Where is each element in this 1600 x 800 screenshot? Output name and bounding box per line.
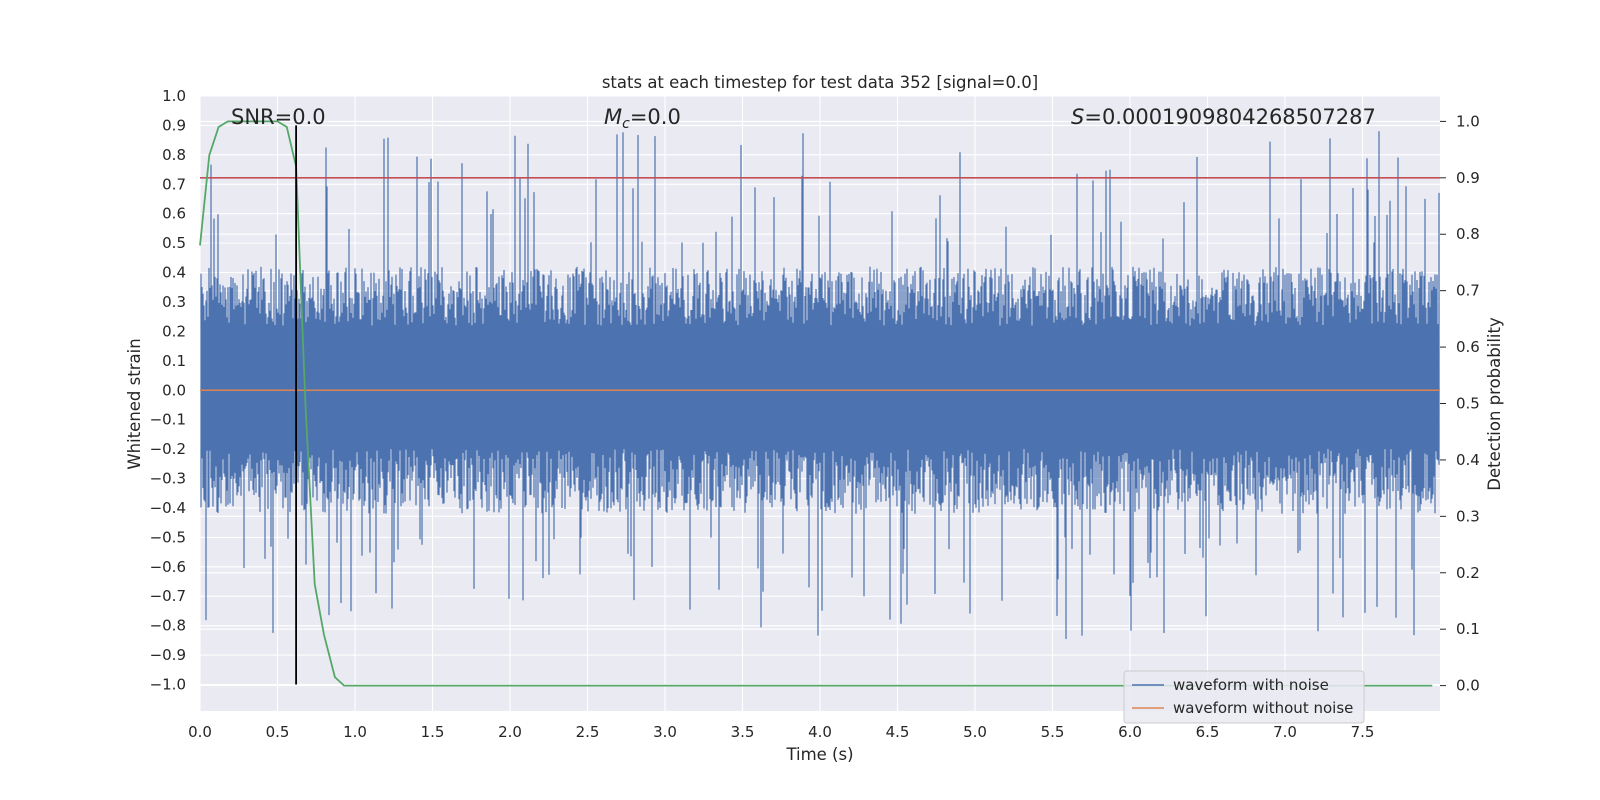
chirp-mass-symbol: M [604, 105, 622, 129]
x-tick-label: 1.0 [343, 723, 367, 741]
x-tick-label: 5.0 [963, 723, 987, 741]
detection-probability-line [199, 120, 1433, 687]
score-symbol: S [1071, 105, 1084, 129]
x-tick-label: 0.0 [188, 723, 212, 741]
y-tick-label-left: 0.1 [162, 352, 186, 370]
y-tick-label-right: 0.0 [1456, 677, 1480, 695]
y-tick-label-right: 1.0 [1456, 112, 1480, 130]
chirp-mass-value: =0.0 [630, 105, 681, 129]
chirp-mass-annotation: Mc=0.0 [604, 105, 681, 132]
x-tick-label: 1.5 [421, 723, 445, 741]
y-tick-label-right: 0.7 [1456, 282, 1480, 300]
y-tick-label-right: 0.4 [1456, 451, 1480, 469]
legend-label-noise: waveform with noise [1173, 676, 1329, 694]
y-tick-label-left: −0.5 [150, 528, 186, 546]
x-tick-label: 4.0 [808, 723, 832, 741]
legend-label-clean: waveform without noise [1173, 699, 1353, 717]
y-axis-label-left: Whitened strain [125, 338, 144, 469]
y-tick-label-left: 0.4 [162, 264, 186, 282]
y-tick-label-left: 0.9 [162, 116, 186, 134]
legend: waveform with noise waveform without noi… [1123, 670, 1365, 724]
y-tick-label-right: 0.5 [1456, 395, 1480, 413]
y-tick-label-left: −0.3 [150, 470, 186, 488]
y-tick-label-left: −0.2 [150, 440, 186, 458]
y-tick-label-left: 0.2 [162, 322, 186, 340]
tick-labels: 0.0 0.5 1.0 1.5 2.0 2.5 3.0 3.5 4.0 4.5 5.0 5.5 6.0 6… [150, 87, 1480, 741]
y-tick-label-left: 0.3 [162, 293, 186, 311]
chart-title: stats at each timestep for test data 352… [602, 73, 1038, 92]
y-tick-label-left: −0.9 [150, 646, 186, 664]
y-tick-label-left: −1.0 [150, 676, 186, 694]
y-tick-label-left: 0.6 [162, 205, 186, 223]
y-tick-label-right: 0.9 [1456, 169, 1480, 187]
x-tick-label: 6.0 [1118, 723, 1142, 741]
x-axis-label: Time (s) [785, 745, 853, 764]
score-value: =0.0001909804268507287 [1084, 105, 1376, 129]
snr-annotation: SNR=0.0 [231, 105, 326, 129]
x-tick-label: 2.5 [576, 723, 600, 741]
x-tick-label: 7.0 [1273, 723, 1297, 741]
y-tick-label-left: 0.7 [162, 175, 186, 193]
y-tick-label-left: −0.1 [150, 411, 186, 429]
x-tick-label: 7.5 [1351, 723, 1375, 741]
lines [199, 120, 1440, 687]
x-tick-label: 3.0 [653, 723, 677, 741]
y-tick-label-right: 0.8 [1456, 225, 1480, 243]
x-tick-label: 6.5 [1196, 723, 1220, 741]
y-tick-label-right: 0.3 [1456, 507, 1480, 525]
y-axis-label-right: Detection probability [1485, 317, 1504, 491]
y-tick-label-right: 0.2 [1456, 564, 1480, 582]
y-tick-label-left: 0.8 [162, 146, 186, 164]
x-tick-label: 0.5 [266, 723, 290, 741]
score-annotation: S=0.0001909804268507287 [1071, 105, 1376, 129]
x-tick-label: 3.5 [731, 723, 755, 741]
y-tick-label-left: −0.8 [150, 617, 186, 635]
x-tick-label: 2.0 [498, 723, 522, 741]
y-tick-label-left: −0.7 [150, 587, 186, 605]
chirp-mass-subscript: c [622, 116, 630, 132]
y-tick-label-left: −0.4 [150, 499, 186, 517]
y-tick-label-right: 0.1 [1456, 620, 1480, 638]
x-tick-label: 4.5 [886, 723, 910, 741]
y-tick-label-left: −0.6 [150, 558, 186, 576]
y-tick-label-left: 1.0 [162, 87, 186, 105]
y-tick-label-left: 0.0 [162, 381, 186, 399]
legend-box [1123, 670, 1365, 724]
y-tick-label-left: 0.5 [162, 234, 186, 252]
y-tick-label-right: 0.6 [1456, 338, 1480, 356]
x-tick-label: 5.5 [1041, 723, 1065, 741]
